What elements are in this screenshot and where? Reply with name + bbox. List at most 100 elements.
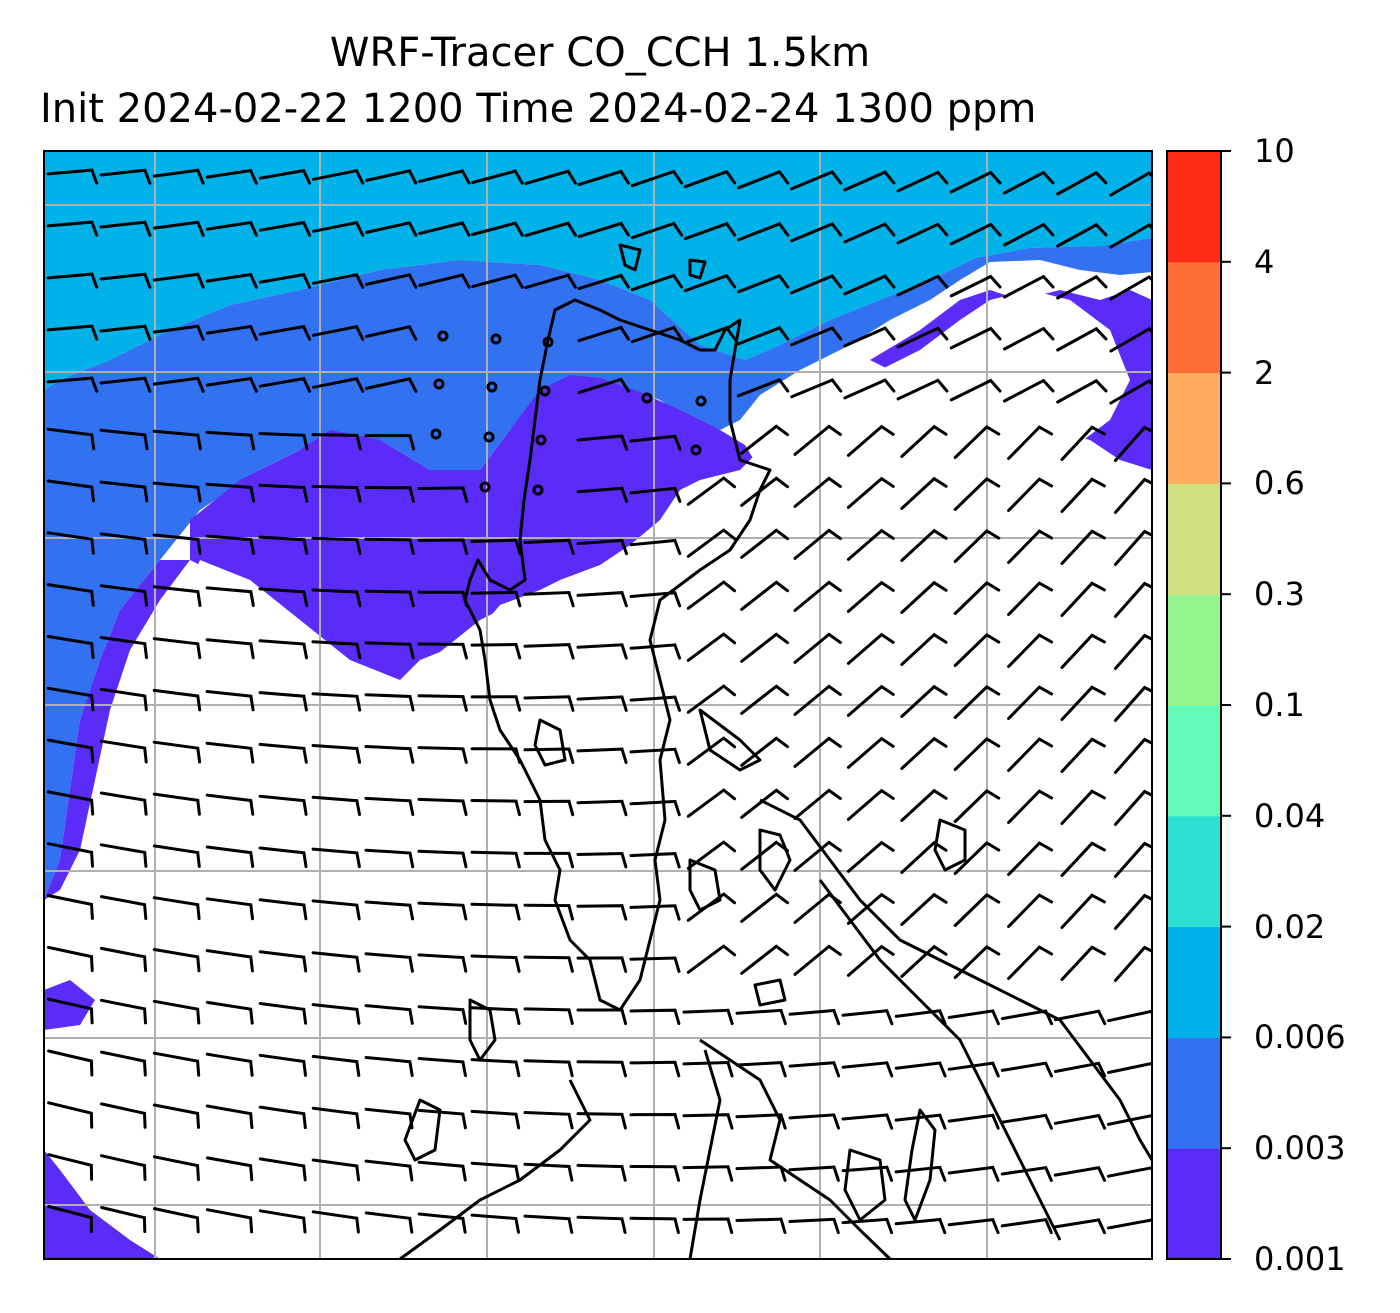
wind-barb xyxy=(629,695,681,712)
wind-barb xyxy=(417,1108,467,1130)
wind-barb xyxy=(629,799,681,817)
wind-barb xyxy=(629,1008,681,1026)
wind-barb xyxy=(311,640,362,660)
wind-barb xyxy=(418,221,471,237)
colorbar-tick-label: 0.006 xyxy=(1254,1018,1346,1057)
wind-barb xyxy=(311,325,365,341)
wind-barb xyxy=(740,788,789,819)
wind-barb xyxy=(793,788,842,820)
wind-barb xyxy=(523,1162,574,1182)
wind-barb xyxy=(1060,893,1106,929)
wind-barb xyxy=(900,528,948,562)
wind-barb xyxy=(790,326,843,347)
wind-barb xyxy=(953,477,1001,511)
wind-barb xyxy=(1113,945,1152,982)
wind-barb xyxy=(258,1157,307,1182)
wind-barb xyxy=(99,998,147,1025)
wind-barb xyxy=(99,324,152,341)
wind-barb xyxy=(523,955,574,973)
wind-barb xyxy=(900,684,948,718)
wind-barb xyxy=(682,1008,734,1026)
wind-barb xyxy=(258,1105,307,1130)
wind-barb xyxy=(629,852,681,869)
wind-barb xyxy=(686,476,737,506)
wind-barb xyxy=(258,950,308,973)
colorbar-ticks xyxy=(1221,150,1231,1260)
wind-barb xyxy=(205,272,258,289)
wind-barb xyxy=(364,434,416,451)
wind-barb xyxy=(99,168,152,185)
wind-barb xyxy=(793,944,842,976)
wind-barb xyxy=(1007,893,1054,928)
wind-barb xyxy=(47,997,94,1025)
wind-barb xyxy=(205,534,255,555)
wind-barb xyxy=(417,590,469,608)
wind-barb xyxy=(1113,737,1152,774)
wind-barb xyxy=(1007,633,1054,668)
wind-barb xyxy=(311,536,362,555)
wind-barb xyxy=(258,794,308,816)
wind-barb xyxy=(152,376,205,393)
wind-barbs xyxy=(46,168,1152,1235)
wind-barb xyxy=(364,1056,414,1078)
wind-barb xyxy=(364,745,415,764)
island-2 xyxy=(758,828,792,892)
wind-barb xyxy=(896,274,949,297)
wind-barb xyxy=(949,274,1002,298)
wind-barb xyxy=(523,590,575,608)
wind-barb xyxy=(523,1007,574,1025)
wind-barb xyxy=(417,746,468,764)
wind-barb xyxy=(1003,222,1055,247)
wind-barb xyxy=(1003,170,1055,195)
wind-barb xyxy=(735,1113,787,1130)
wind-barb xyxy=(576,799,628,817)
wind-barb xyxy=(1056,378,1108,404)
wind-barb xyxy=(524,169,577,186)
wind-barb xyxy=(576,904,628,921)
wind-barb xyxy=(364,900,415,921)
wind-barb xyxy=(99,895,148,920)
wind-barb xyxy=(1109,327,1152,353)
map-gridlines xyxy=(44,151,1152,1259)
wind-barb xyxy=(629,1216,680,1234)
wind-barb xyxy=(793,840,842,872)
wind-barb xyxy=(686,944,737,974)
wind-barb xyxy=(47,945,94,973)
wind-barb xyxy=(1060,633,1106,669)
wind-barb xyxy=(793,580,842,612)
wind-barb xyxy=(258,691,308,712)
wind-barb xyxy=(152,948,201,973)
wind-barb xyxy=(46,220,99,237)
wind-barb xyxy=(523,747,575,764)
wind-barb xyxy=(524,221,577,238)
coastline-east-2 xyxy=(818,879,1062,1241)
wind-barb xyxy=(737,221,790,242)
wind-barb xyxy=(894,1061,947,1078)
wind-barb xyxy=(1000,1061,1053,1078)
wind-barb xyxy=(1056,170,1108,196)
wind-barb xyxy=(470,850,521,869)
wind-barb xyxy=(365,221,418,237)
wind-barb xyxy=(364,1107,414,1130)
wind-barb xyxy=(793,684,842,716)
wind-barb xyxy=(740,736,789,767)
wind-barb xyxy=(576,486,629,503)
wind-barb xyxy=(258,168,312,185)
coastline-east-1 xyxy=(759,798,1152,1161)
wind-barb xyxy=(311,433,362,451)
wind-barb xyxy=(1060,529,1106,565)
wind-barb xyxy=(365,273,418,289)
wind-barb xyxy=(205,586,255,607)
wind-barb xyxy=(686,736,737,766)
wind-barb xyxy=(1113,633,1152,670)
wind-barb xyxy=(1113,425,1152,462)
wind-barb xyxy=(1007,685,1054,720)
island-4 xyxy=(753,978,787,1007)
wind-barb xyxy=(629,434,682,451)
wind-barb xyxy=(790,170,843,191)
wind-barb xyxy=(953,945,1001,979)
wind-barb xyxy=(523,851,575,869)
wind-barb xyxy=(471,169,524,185)
wind-barb xyxy=(100,1206,147,1234)
wind-barb xyxy=(686,684,737,714)
